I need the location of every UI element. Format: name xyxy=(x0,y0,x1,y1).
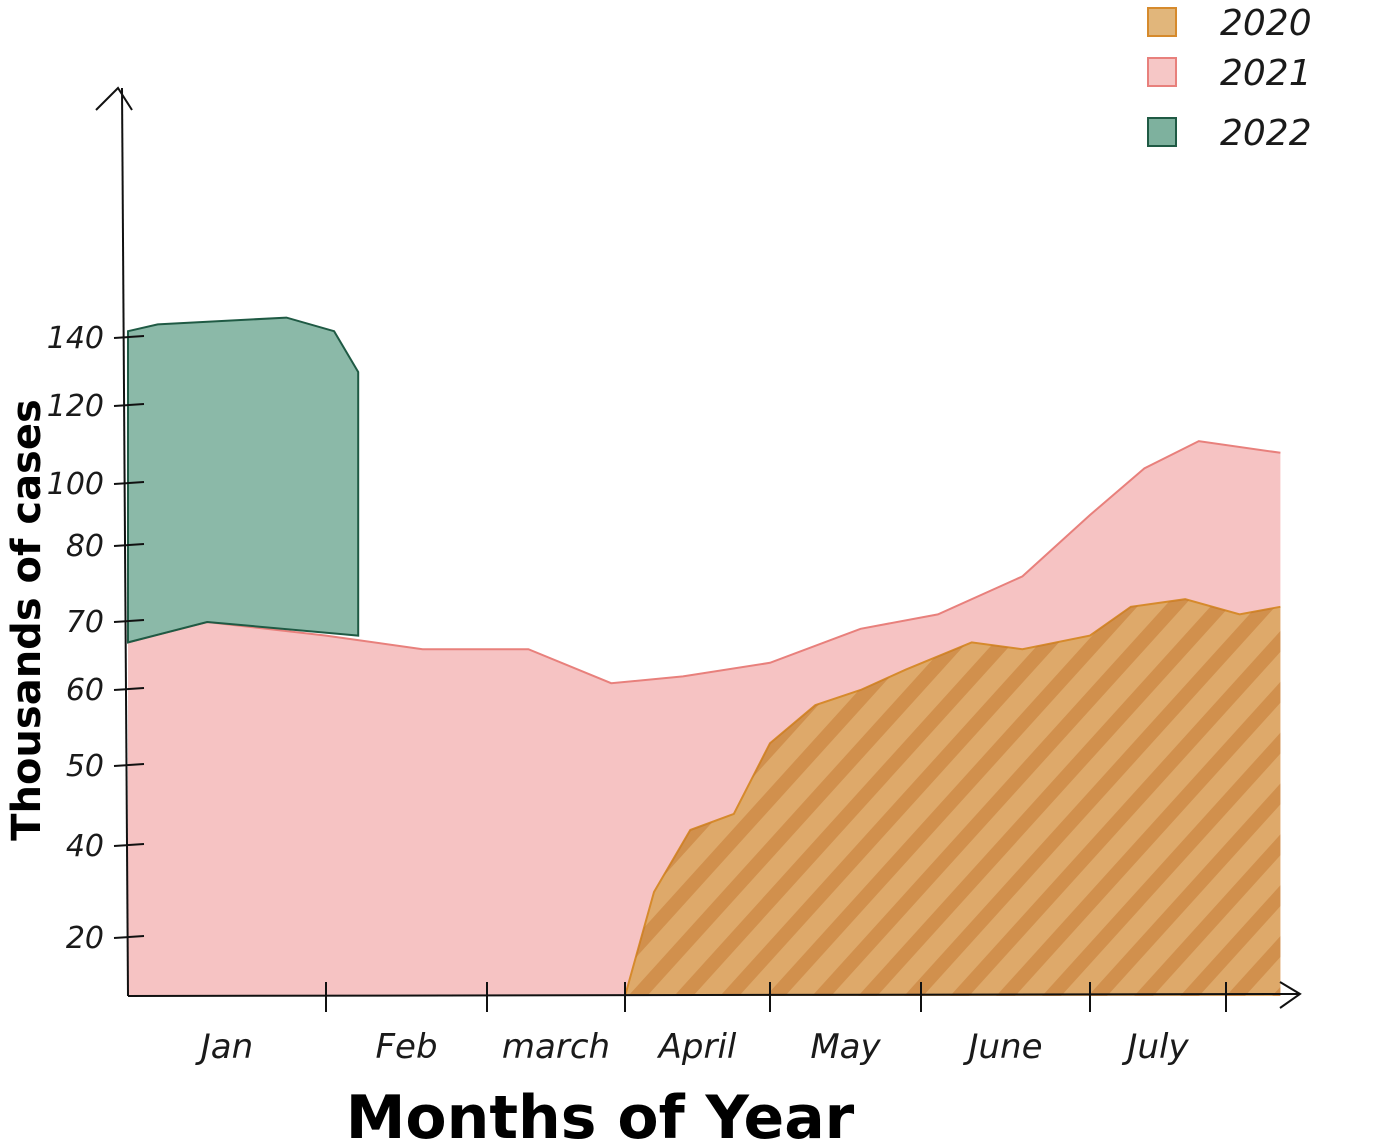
y-tick-label: 50 xyxy=(66,749,104,784)
legend: 2020 2021 2022 xyxy=(1147,3,1312,154)
y-axis-ticks: 20 40 50 60 70 80 100 120 140 xyxy=(47,321,145,956)
x-tick-label: march xyxy=(502,1027,610,1067)
area-2020 xyxy=(625,599,1281,996)
hatch-stroke xyxy=(995,599,1281,996)
y-tick xyxy=(113,935,145,939)
legend-swatch xyxy=(1147,117,1177,147)
x-tick-label: June xyxy=(962,1027,1042,1067)
area-2022 xyxy=(128,317,359,643)
y-tick xyxy=(113,543,145,547)
y-tick-label: 40 xyxy=(66,829,104,864)
y-tick-label: 100 xyxy=(47,467,104,502)
y-tick xyxy=(113,763,145,767)
y-tick-label: 80 xyxy=(66,529,104,564)
y-tick-label: 140 xyxy=(47,321,104,356)
series-areas xyxy=(127,316,1376,1000)
x-axis-ticks: Jan Feb march April May June July xyxy=(195,982,1227,1067)
hatch-stroke xyxy=(1041,599,1281,996)
hatch-stroke xyxy=(1087,599,1281,996)
x-axis-line xyxy=(127,993,1301,997)
legend-swatch xyxy=(1147,7,1177,37)
line-2021 xyxy=(127,440,1281,685)
x-axis-title: Months of Year xyxy=(346,1083,855,1148)
y-tick xyxy=(113,619,145,623)
hatch-stroke xyxy=(811,599,1205,996)
hatch-stroke xyxy=(949,599,1281,996)
legend-label: 2020 xyxy=(1220,3,1312,44)
x-tick-label: April xyxy=(657,1027,737,1067)
y-axis-title: Thousands of cases xyxy=(4,399,50,841)
y-tick-label: 70 xyxy=(66,605,104,640)
hatch-stroke xyxy=(765,599,1159,996)
x-tick-label: May xyxy=(810,1027,881,1067)
y-tick xyxy=(113,687,145,691)
legend-label: 2022 xyxy=(1220,113,1312,154)
y-tick xyxy=(113,403,145,407)
hatch-stroke xyxy=(1370,580,1376,1000)
y-tick-label: 120 xyxy=(47,389,104,424)
hatch-stroke xyxy=(1133,599,1281,996)
line-2020 xyxy=(624,598,1281,997)
line-2022 xyxy=(127,316,360,644)
hatch-stroke xyxy=(1271,599,1281,996)
hatch-stroke xyxy=(857,599,1251,996)
x-axis-arrow xyxy=(1279,981,1302,1009)
x-tick-label: Jan xyxy=(195,1027,253,1067)
hatch-stroke xyxy=(903,599,1281,996)
hatch-stroke xyxy=(673,599,1067,996)
y-tick-label: 20 xyxy=(66,921,104,956)
y-axis-arrow xyxy=(95,86,133,111)
legend-label: 2021 xyxy=(1220,53,1312,94)
x-tick-label: Feb xyxy=(375,1027,437,1067)
hatch-stroke xyxy=(1324,580,1376,1000)
legend-swatch xyxy=(1147,57,1177,87)
x-tick-label: July xyxy=(1121,1027,1189,1067)
hatch-stroke xyxy=(719,599,1113,996)
y-tick xyxy=(113,481,145,485)
y-tick xyxy=(113,843,145,847)
hatch-stroke xyxy=(1179,599,1281,996)
y-tick-label: 60 xyxy=(66,673,104,708)
y-tick xyxy=(113,335,145,339)
